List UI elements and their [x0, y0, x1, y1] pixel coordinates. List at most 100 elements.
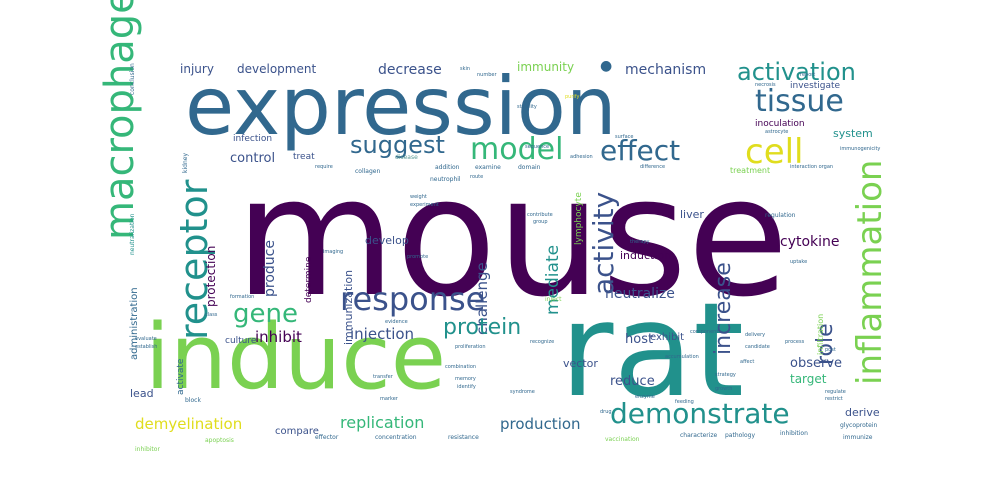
- word-addition: addition: [435, 164, 460, 171]
- word-block: block: [185, 397, 201, 404]
- word-evidence: evidence: [385, 319, 408, 325]
- word-protein: protein: [443, 315, 522, 340]
- word-gene: gene: [233, 299, 298, 329]
- word-neutralize: neutralize: [605, 286, 675, 302]
- word-tissue: tissue: [755, 84, 844, 119]
- word-candidate: candidate: [745, 344, 770, 350]
- word-syndrome: syndrome: [510, 389, 535, 395]
- word-pathology: pathology: [725, 432, 756, 439]
- word-injury: injury: [180, 62, 214, 76]
- word-dot: ●: [600, 58, 613, 74]
- word-induction: induction: [620, 249, 672, 262]
- word-replication: replication: [340, 413, 425, 432]
- word-mediate: mediate: [543, 244, 563, 315]
- word-response: response: [340, 280, 486, 318]
- word-drug: drug: [600, 409, 612, 415]
- word-recognize: recognize: [530, 339, 555, 345]
- word-activity: activity: [587, 191, 620, 295]
- word-cytokine: cytokine: [780, 234, 840, 250]
- word-vector: vector: [563, 357, 598, 370]
- word-evaluate: evaluate: [135, 336, 157, 342]
- word-component: component: [690, 329, 719, 335]
- word-glycoprotein: glycoprotein: [840, 422, 878, 429]
- word-report: report: [800, 72, 816, 78]
- word-promote: promote: [407, 254, 429, 260]
- word-transfer: transfer: [373, 374, 393, 380]
- word-neutrophil: neutrophil: [430, 176, 461, 183]
- word-inhibition: inhibition: [780, 430, 808, 437]
- word-weight: weight: [410, 194, 427, 200]
- word-decrease: decrease: [378, 62, 442, 78]
- word-suggest: suggest: [350, 131, 445, 159]
- word-inhibit: inhibit: [255, 328, 302, 346]
- word-system: system: [833, 127, 873, 140]
- word-effect: effect: [600, 134, 681, 167]
- word-determine: determine: [304, 256, 314, 303]
- word-characterize: characterize: [680, 432, 718, 439]
- word-investigate: investigate: [790, 81, 841, 91]
- word-resistance: resistance: [448, 434, 479, 441]
- word-immunize: immunize: [843, 434, 873, 441]
- word-vaccination: vaccination: [605, 436, 640, 443]
- word-develop: develop: [365, 234, 409, 247]
- word-process: process: [785, 339, 805, 345]
- word-identify: identify: [457, 384, 476, 390]
- word-exhibit: exhibit: [650, 332, 685, 343]
- word-astrocyte: astrocyte: [765, 129, 789, 135]
- word-memory: memory: [455, 376, 476, 382]
- word-immunity: immunity: [517, 60, 575, 74]
- word-model: model: [470, 132, 564, 167]
- word-immunogenicity: immunogenicity: [840, 146, 881, 152]
- word-imaging: imaging: [323, 249, 344, 255]
- word-domain: domain: [518, 164, 541, 171]
- word-surface: surface: [615, 134, 634, 140]
- word-interaction-organ: interaction organ: [790, 164, 834, 170]
- word-delivery: delivery: [745, 332, 766, 338]
- word-feeding: feeding: [675, 399, 694, 405]
- word-infection: infection: [233, 134, 273, 144]
- word-injection: injection: [350, 325, 415, 343]
- word-treat: treat: [293, 152, 315, 162]
- word-increase: increase: [711, 262, 736, 355]
- word-contribute: contribute: [527, 212, 553, 218]
- word-production: production: [500, 415, 581, 433]
- word-produce: produce: [262, 240, 278, 297]
- word-experiment: experiment: [410, 202, 439, 208]
- word-observe: observe: [790, 356, 843, 371]
- word-number: number: [477, 72, 497, 78]
- word-effector: effector: [315, 434, 339, 441]
- word-derive: derive: [845, 406, 880, 419]
- word-uptake: uptake: [790, 259, 808, 265]
- word-combination: combination: [445, 364, 477, 370]
- word-affect: affect: [740, 359, 755, 365]
- word-control: control: [230, 151, 276, 166]
- word-culture: culture: [225, 336, 257, 346]
- word-inflammation: inflammation: [850, 159, 890, 385]
- word-accumulation: accumulation: [665, 354, 699, 360]
- word-concentration: concentration: [375, 434, 417, 441]
- word-lymphocyte: lymphocyte: [574, 192, 584, 245]
- word-lead: lead: [130, 387, 154, 400]
- word-strategy: strategy: [715, 372, 736, 378]
- word-regulate: regulate: [825, 389, 846, 395]
- word-neutralization: neutralization: [129, 213, 136, 255]
- word-necrosis: necrosis: [755, 82, 776, 88]
- word-reduce: reduce: [610, 374, 655, 389]
- word-require: require: [315, 164, 333, 170]
- word-treatment: treatment: [730, 166, 771, 175]
- word-skin: skin: [460, 66, 471, 72]
- word-adhesion: adhesion: [570, 154, 593, 160]
- word-compare: compare: [275, 426, 319, 437]
- word-therapy: therapy: [630, 239, 650, 245]
- word-liver: liver: [680, 208, 704, 221]
- word-route: route: [470, 174, 484, 180]
- word-examine: examine: [475, 164, 501, 171]
- word-restrict: restrict: [825, 396, 843, 402]
- word-mechanism: mechanism: [625, 62, 707, 78]
- word-development: development: [237, 62, 317, 76]
- word-formation: formation: [230, 294, 255, 300]
- word-collagen: collagen: [355, 168, 381, 175]
- word-activation: activation: [737, 58, 856, 86]
- word-target: target: [790, 372, 827, 386]
- word-post: post: [825, 347, 836, 353]
